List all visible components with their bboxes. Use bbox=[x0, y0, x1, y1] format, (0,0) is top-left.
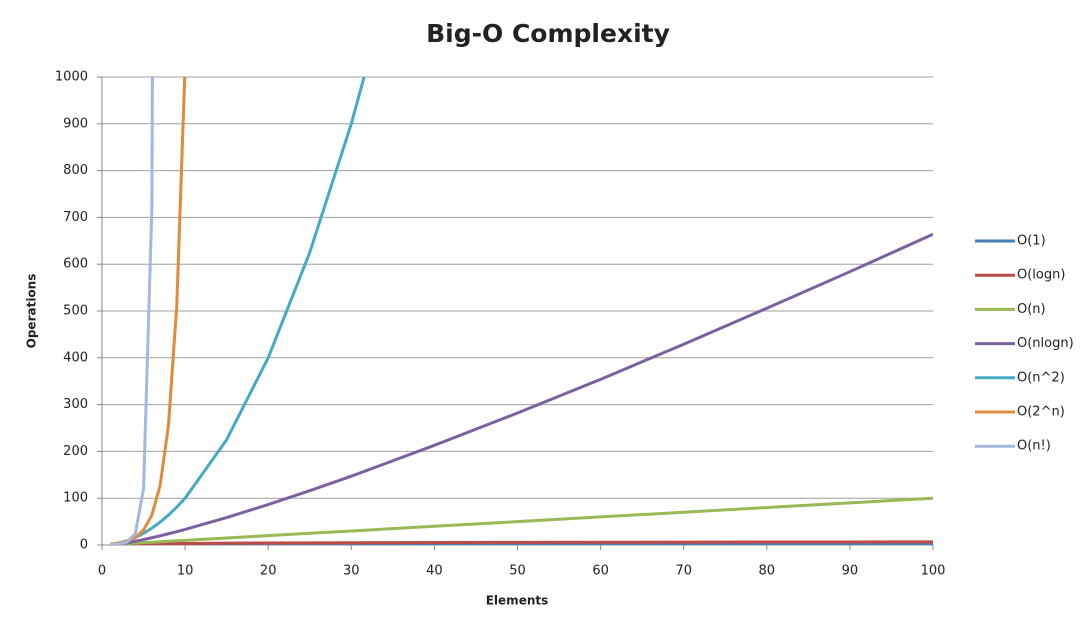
y-tick-label: 800 bbox=[63, 163, 88, 178]
y-tick-label: 400 bbox=[63, 350, 88, 365]
y-axis-label: Operations bbox=[25, 274, 39, 349]
legend-label: O(n!) bbox=[1017, 439, 1051, 454]
legend-label: O(2^n) bbox=[1017, 405, 1065, 420]
series-line bbox=[110, 77, 154, 545]
y-tick-label: 300 bbox=[63, 397, 88, 412]
legend-label: O(n) bbox=[1017, 302, 1046, 317]
plot-area bbox=[110, 77, 933, 545]
chart-title: Big-O Complexity bbox=[426, 19, 670, 48]
legend-label: O(n^2) bbox=[1017, 370, 1065, 385]
x-tick-label: 0 bbox=[98, 564, 106, 579]
x-tick-label: 60 bbox=[592, 564, 609, 579]
y-tick-label: 200 bbox=[63, 444, 88, 459]
y-tick-label: 100 bbox=[63, 491, 88, 506]
y-tick-label: 0 bbox=[80, 538, 88, 553]
legend-label: O(1) bbox=[1017, 234, 1046, 249]
x-tick-label: 40 bbox=[426, 564, 443, 579]
series-line bbox=[110, 232, 933, 545]
x-tick-label: 100 bbox=[921, 564, 946, 579]
x-tick-label: 70 bbox=[675, 564, 692, 579]
x-axis-label: Elements bbox=[486, 594, 549, 608]
x-tick-label: 50 bbox=[509, 564, 526, 579]
x-tick-label: 20 bbox=[260, 564, 277, 579]
y-tick-label: 600 bbox=[63, 257, 88, 272]
y-tick-label: 900 bbox=[63, 116, 88, 131]
x-tick-label: 80 bbox=[759, 564, 776, 579]
y-tick-label: 700 bbox=[63, 210, 88, 225]
series-line bbox=[110, 496, 933, 545]
y-tick-label: 1000 bbox=[55, 70, 88, 85]
x-tick-label: 10 bbox=[177, 564, 194, 579]
x-tick-label: 90 bbox=[842, 564, 859, 579]
legend-label: O(nlogn) bbox=[1017, 336, 1074, 351]
legend-label: O(logn) bbox=[1017, 268, 1065, 283]
y-tick-label: 500 bbox=[63, 304, 88, 319]
x-tick-label: 30 bbox=[343, 564, 360, 579]
